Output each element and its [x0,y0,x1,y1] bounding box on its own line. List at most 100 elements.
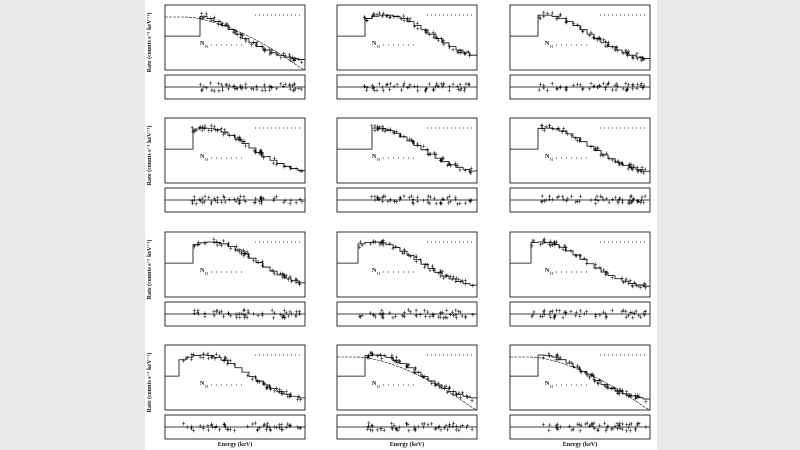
residual-point [616,84,620,89]
data-point [398,133,402,138]
data-point [622,280,626,285]
residual-point [548,309,552,314]
data-point [549,243,553,248]
data-point [212,15,216,20]
data-point [294,277,298,282]
data-point [380,356,384,361]
data-point [441,156,445,161]
residual-point [598,84,602,89]
data-point [414,254,418,259]
residual-point [620,427,624,432]
residual-point [394,314,398,319]
data-point [442,42,446,47]
data-point [425,30,429,35]
spectrum-frame [164,231,306,298]
residual-point [365,88,369,93]
residual-point [428,195,432,200]
data-point [378,352,382,357]
residual-point [624,315,628,320]
model-curve [510,354,650,400]
data-point [425,147,429,152]
data-point [569,249,573,254]
data-point [439,274,443,279]
residual-point [636,199,640,204]
data-point [268,47,272,52]
residual-point [410,194,414,199]
residual-point [589,81,593,86]
residual-point [415,195,419,200]
data-point [547,242,551,247]
residual-point [388,81,392,86]
data-point [578,367,582,372]
y-axis-label: Rate (counts s⁻¹ keV⁻¹) [146,353,153,413]
residual-point [365,427,369,432]
residual-point [565,85,569,90]
residual-point [627,82,631,87]
residual-point [382,194,386,199]
residual-point [200,87,204,92]
data-point [555,353,559,358]
data-point [201,351,205,356]
data-point [242,139,246,144]
data-point [265,385,269,390]
residual-point [281,315,285,320]
residual-point [445,308,449,313]
data-point [392,131,396,136]
residual-point [411,197,415,202]
data-point [439,36,443,41]
data-point [589,144,593,149]
data-point [246,254,250,259]
data-point [598,378,602,383]
data-point [213,356,217,361]
data-point [378,242,382,247]
residual-point [640,195,644,200]
nh-label: N [372,154,377,160]
residual-point [439,201,443,206]
data-point [606,386,610,391]
data-point [286,277,290,282]
residual-point [251,422,255,427]
data-point [373,239,377,244]
residual-point [288,87,292,92]
residual-point [288,201,292,206]
residual-point [588,86,592,91]
data-point [451,47,455,52]
data-point [440,269,444,274]
data-point [192,243,196,248]
data-point [432,150,436,155]
data-point [574,136,578,141]
residual-point [369,311,373,316]
nh-label: N [545,268,550,274]
residual-point [426,310,430,315]
residual-point [555,422,559,427]
residual-point [625,87,629,92]
residual-point [407,195,411,200]
residual-point [449,312,453,317]
residual-point [599,194,603,199]
residual-point [218,310,222,315]
data-point [457,277,461,282]
data-point [371,351,375,356]
data-point [282,272,286,277]
residual-point [298,197,302,202]
data-point [406,363,410,368]
residual-point [294,313,298,318]
residual-point [224,82,228,87]
data-point [558,12,562,17]
nh-label: N [200,154,205,160]
residual-point [433,427,437,432]
data-point [452,389,456,394]
spectrum-frame [336,4,478,71]
data-point [219,243,223,248]
data-point [388,15,392,20]
residual-point [439,81,443,86]
data-point [444,273,448,278]
data-point [253,375,257,380]
residual-point [577,422,581,427]
data-point [381,14,385,19]
data-point [460,278,464,283]
data-point [445,163,449,168]
data-point [286,394,290,399]
residual-point [227,311,231,316]
residual-point [192,308,196,313]
